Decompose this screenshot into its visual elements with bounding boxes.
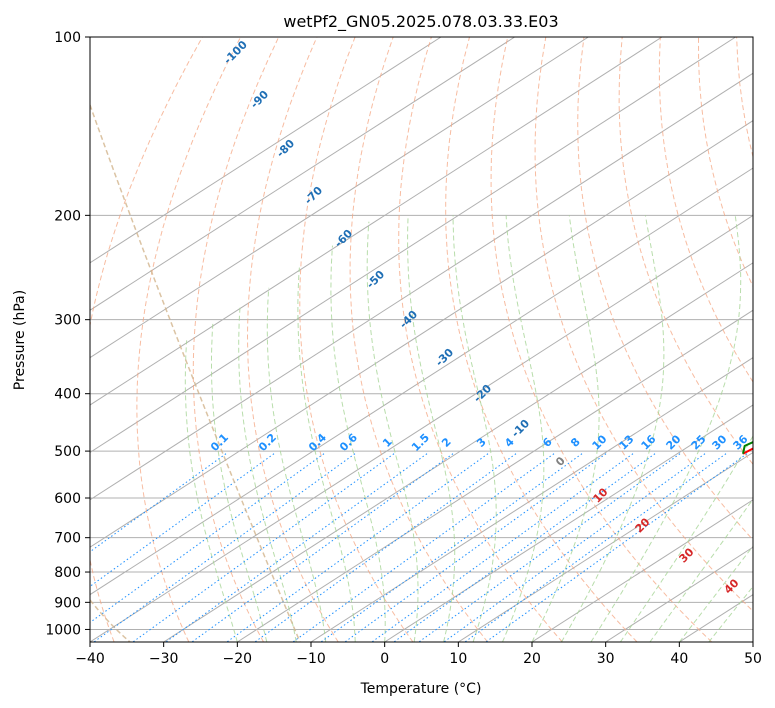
plot-frame <box>89 36 754 643</box>
isotherm-line <box>90 214 753 642</box>
mixing-ratio-line <box>443 453 706 642</box>
dry-adiabat-line <box>136 37 242 642</box>
dry-adiabat-line <box>246 37 339 642</box>
isotherm-line <box>310 357 753 642</box>
isotherm-line <box>90 37 515 311</box>
x-tick-label: 10 <box>449 651 467 667</box>
y-tick-label: 1000 <box>45 622 81 638</box>
y-tick-label: 700 <box>54 531 81 547</box>
mixing-ratio-line <box>485 453 748 642</box>
moist-adiabat-line <box>238 306 297 642</box>
isotherm-line <box>384 404 753 642</box>
dry-adiabat-line <box>577 37 753 541</box>
x-axis-label: Temperature (°C) <box>360 681 482 697</box>
x-tick-label: 0 <box>380 651 389 667</box>
y-tick-label: 900 <box>54 595 81 611</box>
isotherm-line <box>237 309 753 642</box>
dry-adiabat-line <box>90 37 203 642</box>
dry-adiabat-line <box>349 37 488 642</box>
isotherm-line <box>90 37 589 359</box>
chart-title: wetPf2_GN05.2025.078.03.33.E03 <box>283 12 558 32</box>
isotherm-line <box>90 37 442 264</box>
x-tick-label: −40 <box>75 651 105 667</box>
y-tick-label: 100 <box>54 30 81 46</box>
x-tick-label: 50 <box>744 651 762 667</box>
x-tick-label: −20 <box>223 651 253 667</box>
dry-adiabats <box>90 37 753 642</box>
x-tick-label: −30 <box>149 651 179 667</box>
mixing-ratio-line <box>132 453 395 642</box>
moist-adiabat-line <box>266 287 327 642</box>
y-axis-label: Pressure (hPa) <box>12 290 28 390</box>
x-tick-label: 30 <box>597 651 615 667</box>
dry-adiabat-line <box>658 37 753 383</box>
mixing-ratio-line <box>191 453 454 642</box>
mixing-ratio-line <box>292 453 555 642</box>
dry-adiabat-line <box>299 37 414 642</box>
dry-adiabat-line <box>698 37 753 288</box>
mixing-ratio-line <box>226 453 489 642</box>
tan-curve <box>90 104 301 642</box>
mixing-ratio-line <box>344 453 607 642</box>
moist-adiabat-line <box>330 245 386 642</box>
dry-adiabat-line <box>445 37 638 642</box>
mixing-ratio-line <box>90 453 325 624</box>
mixing-ratio-line <box>90 453 275 587</box>
x-tick-label: 40 <box>670 651 688 667</box>
dry-adiabat-line <box>490 37 713 642</box>
dry-adiabat-line <box>534 37 753 612</box>
y-tick-label: 500 <box>54 444 81 460</box>
moist-adiabat-line <box>561 215 665 642</box>
mixing-ratio-line <box>464 453 727 642</box>
isotherm-grid <box>90 37 753 642</box>
isotherm-line <box>90 167 753 596</box>
y-tick-label: 300 <box>54 313 81 329</box>
moist-adiabat-line <box>590 215 742 642</box>
isotherm-line <box>531 499 753 642</box>
moist-adiabat-line <box>366 221 419 642</box>
moist-adiabats <box>184 215 753 642</box>
dry-adiabat-line <box>398 37 563 642</box>
isotherm-line <box>90 37 663 406</box>
mixing-ratio-line <box>393 453 656 642</box>
mixing-ratio-line <box>165 453 428 642</box>
mixing-ratio-line <box>93 453 356 642</box>
y-axis: 100 200 300 400 500 600 700 800 900 1000 <box>45 30 90 638</box>
mixing-ratio-line <box>371 453 634 642</box>
y-tick-label: 400 <box>54 387 81 403</box>
moist-adiabat-line <box>184 340 238 642</box>
y-tick-label: 600 <box>54 491 81 507</box>
tan-reference-curves <box>90 104 301 642</box>
mixing-ratio-line <box>90 453 227 553</box>
x-axis: −40 −30 −20 −10 0 10 20 30 40 50 <box>75 642 762 667</box>
mixing-ratio-line <box>320 453 583 642</box>
isobar-grid <box>90 37 753 630</box>
y-tick-label: 200 <box>54 208 81 224</box>
isotherm-line <box>163 262 753 642</box>
isotherm-line <box>458 451 753 642</box>
dry-adiabat-line <box>618 37 753 466</box>
isotherm-line <box>90 72 753 501</box>
moist-adiabat-line <box>452 215 497 642</box>
moist-adiabat-line <box>531 215 600 642</box>
mixing-ratio-line <box>418 453 681 642</box>
mixing-ratio-line <box>254 453 517 642</box>
moist-adiabat-line <box>502 215 545 642</box>
moist-adiabat-line <box>649 498 753 642</box>
mixing-ratio-lines <box>90 453 748 642</box>
x-tick-label: −10 <box>296 651 326 667</box>
x-tick-label: 20 <box>523 651 541 667</box>
moist-adiabat-line <box>619 435 753 642</box>
plot-area <box>90 37 753 642</box>
isotherm-line <box>90 37 736 454</box>
y-tick-label: 800 <box>54 565 81 581</box>
moist-adiabat-line <box>297 267 356 642</box>
moist-adiabat-line <box>211 323 268 642</box>
isotherm-line <box>90 120 753 548</box>
